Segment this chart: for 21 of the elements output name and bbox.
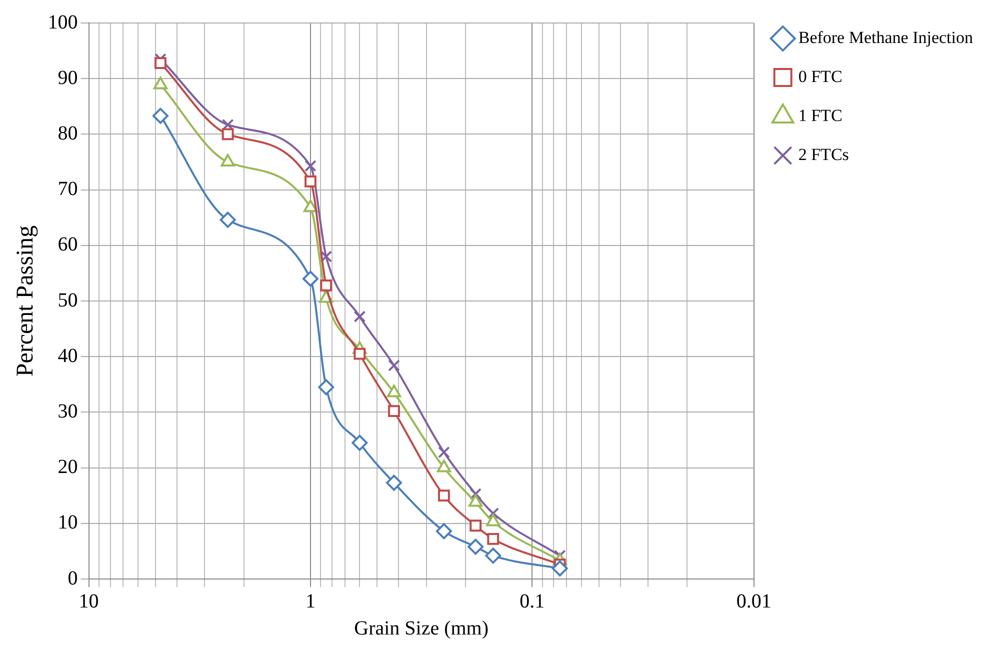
x-axis-title: Grain Size (mm) (354, 617, 489, 640)
y-tick-label: 70 (58, 178, 78, 200)
y-tick-label: 40 (58, 344, 78, 367)
y-tick-label: 50 (58, 289, 78, 312)
y-tick-label: 30 (58, 400, 78, 422)
legend-label: 1 FTC (798, 106, 842, 125)
y-axis-title: Percent Passing (12, 225, 39, 377)
legend-label: Before Methane Injection (798, 28, 974, 47)
x-tick-label: 0.1 (520, 590, 545, 612)
y-tick-label: 0 (68, 567, 78, 590)
x-tick-label: 10 (78, 590, 99, 612)
legend-label: 2 FTCs (798, 144, 849, 164)
x-tick-label: 0.01 (736, 590, 772, 612)
y-tick-label: 60 (58, 234, 78, 256)
y-tick-label: 20 (58, 456, 78, 478)
legend-label: 0 FTC (798, 66, 842, 86)
y-tick-label: 80 (58, 122, 78, 144)
y-tick-label: 100 (48, 11, 78, 34)
x-tick-label: 1 (305, 590, 316, 612)
y-tick-label: 10 (58, 512, 78, 534)
y-tick-label: 90 (58, 66, 78, 89)
